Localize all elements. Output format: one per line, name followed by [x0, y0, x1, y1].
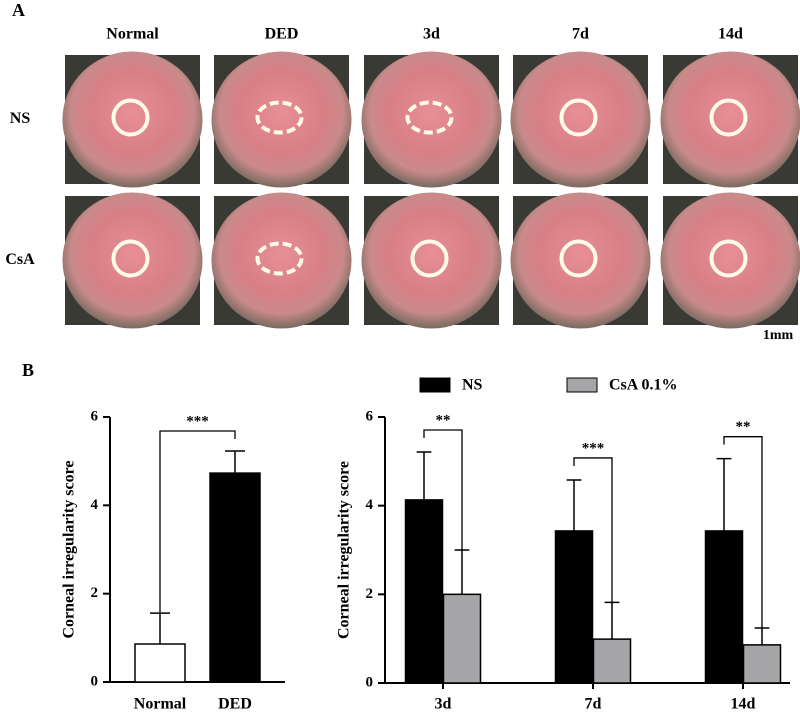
- significance-bracket: [423, 429, 463, 550]
- error-bar: [416, 451, 432, 500]
- significance-bracket: [573, 457, 613, 603]
- x-tick-label: 14d: [731, 696, 756, 713]
- y-tick-label: 6: [91, 408, 99, 424]
- bar: [134, 643, 186, 683]
- bar: [592, 638, 632, 684]
- reflection-ring: [709, 98, 748, 137]
- reflection-ring: [410, 239, 449, 278]
- cornea: [62, 51, 203, 188]
- scale-label: 1mm: [763, 328, 794, 343]
- y-tick-label: 4: [91, 497, 99, 513]
- error-bar: [716, 457, 732, 531]
- legend-swatch: [419, 377, 451, 393]
- x-tick-label: DED: [218, 696, 252, 713]
- column-label: 7d: [572, 26, 589, 43]
- error-bar: [150, 612, 170, 645]
- reflection-ring: [111, 98, 150, 137]
- cornea: [211, 51, 352, 188]
- row-label: NS: [10, 110, 31, 127]
- x-tick-label: 3d: [435, 696, 452, 713]
- error-bar: [454, 549, 470, 595]
- reflection-ring: [709, 239, 748, 278]
- error-bar: [604, 601, 620, 640]
- error-bar: [754, 627, 770, 645]
- legend-label: CsA 0.1%: [609, 377, 677, 394]
- cornea: [361, 192, 502, 329]
- bar: [554, 530, 594, 684]
- y-tick-label: 2: [366, 586, 374, 602]
- significance-label: ***: [582, 440, 605, 456]
- x-tick-label: Normal: [134, 696, 187, 713]
- reflection-ring: [559, 98, 598, 137]
- bar: [404, 499, 444, 684]
- y-axis-label: Corneal irregularity score: [336, 461, 353, 639]
- bar: [704, 530, 744, 684]
- bar: [742, 644, 782, 684]
- cornea: [211, 192, 352, 329]
- reflection-ring: [559, 239, 598, 278]
- significance-label: ***: [186, 413, 209, 429]
- legend-label: NS: [462, 377, 483, 394]
- legend-swatch: [566, 377, 598, 393]
- cornea: [660, 192, 800, 329]
- reflection-ring: [405, 100, 454, 135]
- column-label: 14d: [718, 26, 743, 43]
- reflection-ring: [255, 241, 304, 276]
- row-label: CsA: [5, 251, 35, 268]
- bar: [442, 593, 482, 684]
- cornea: [361, 51, 502, 188]
- panel-label: A: [12, 0, 25, 20]
- y-tick-label: 0: [91, 673, 99, 689]
- column-label: DED: [265, 26, 299, 43]
- y-tick-label: 2: [91, 585, 99, 601]
- cornea: [510, 51, 651, 188]
- cornea: [660, 51, 800, 188]
- x-tick-label: 7d: [585, 696, 602, 713]
- significance-label: **: [436, 412, 451, 428]
- bar: [209, 472, 261, 683]
- y-tick-label: 6: [366, 408, 374, 424]
- significance-bracket: [723, 436, 763, 629]
- y-tick-label: 4: [366, 497, 374, 513]
- significance-bracket: [159, 430, 236, 614]
- reflection-ring: [111, 239, 150, 278]
- cornea: [510, 192, 651, 329]
- cornea: [62, 192, 203, 329]
- column-label: Normal: [106, 26, 159, 43]
- column-label: 3d: [423, 26, 440, 43]
- significance-label: **: [736, 419, 751, 435]
- reflection-ring: [255, 100, 304, 135]
- y-axis-label: Corneal irregularity score: [61, 460, 78, 638]
- error-bar: [225, 450, 245, 474]
- panel-label: B: [22, 360, 34, 380]
- error-bar: [566, 479, 582, 531]
- y-tick-label: 0: [366, 674, 374, 690]
